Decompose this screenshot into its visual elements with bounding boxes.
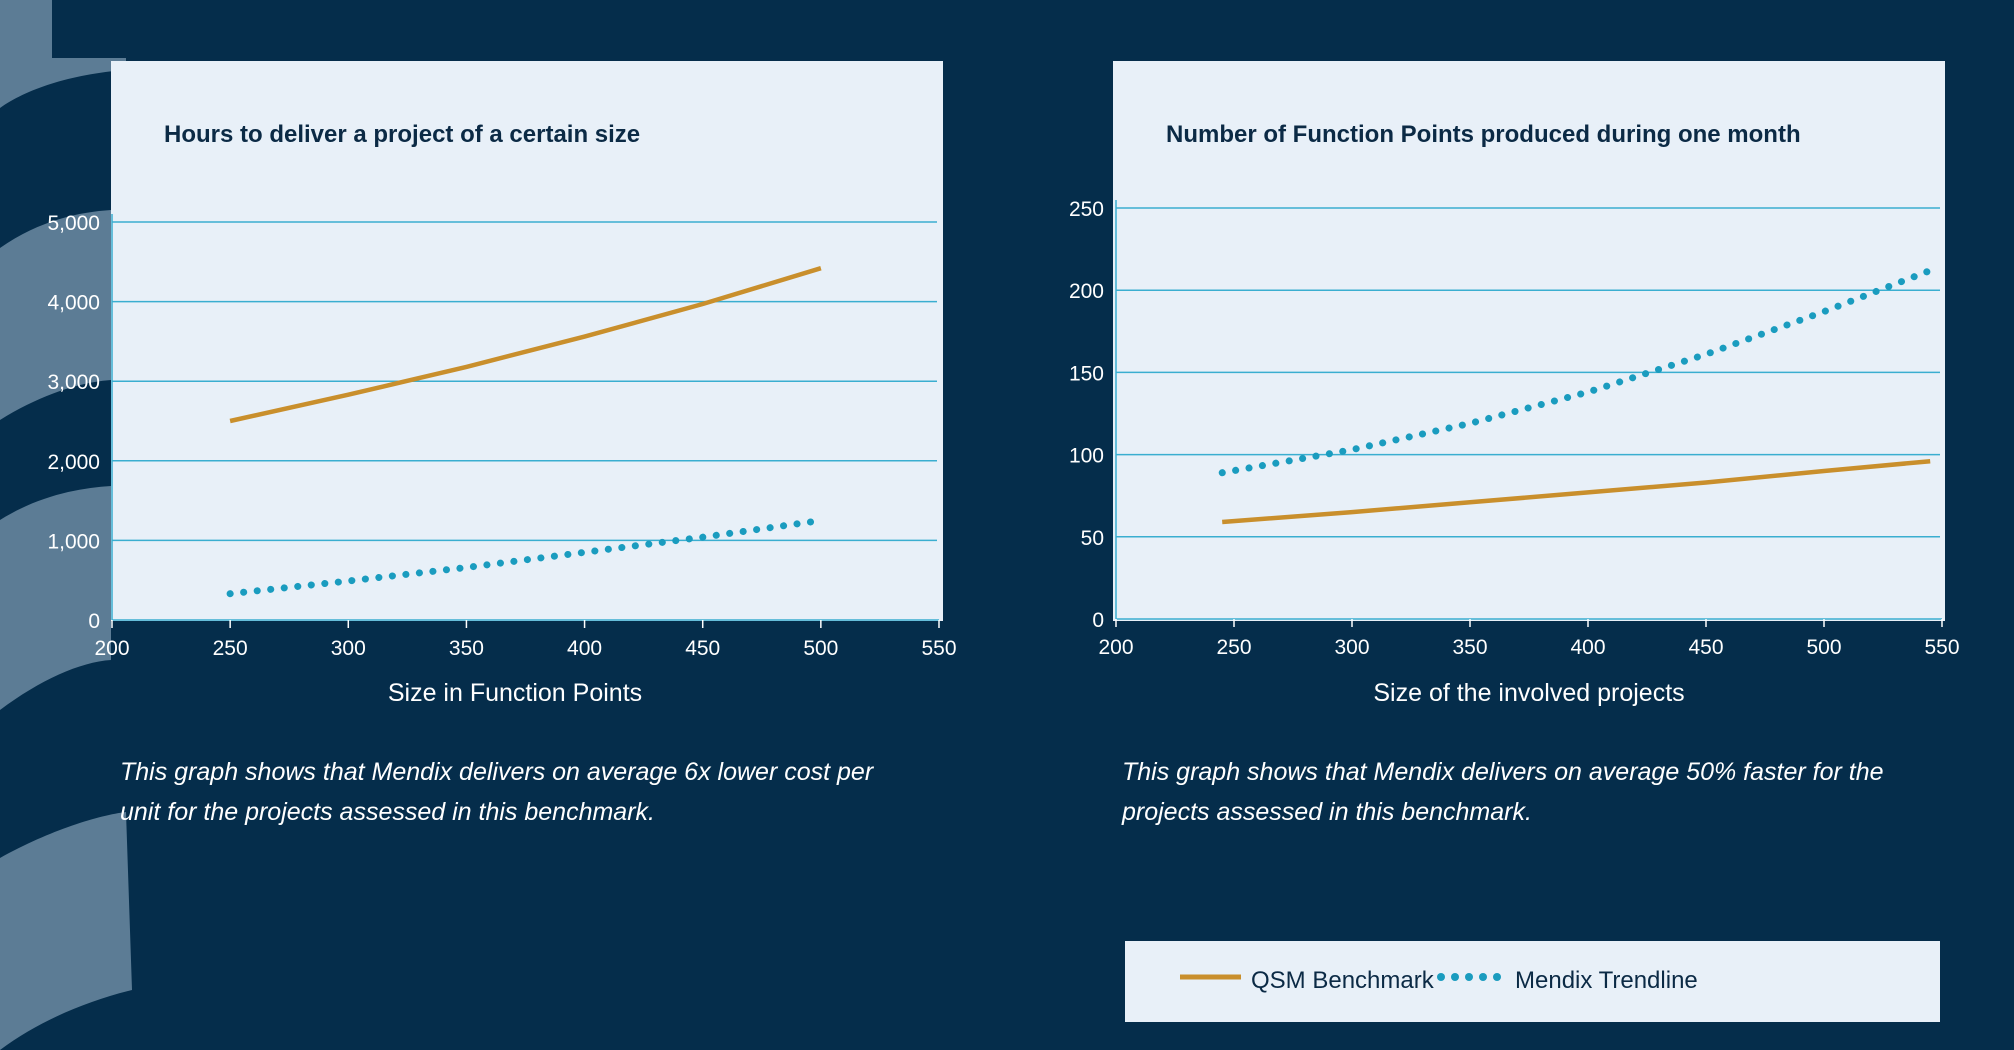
chart-fp-y-tick-label: 200 — [1069, 280, 1104, 303]
chart-hours-y-tick-label: 0 — [88, 610, 100, 633]
chart-fp-x-tick-label: 300 — [1334, 636, 1369, 659]
chart-fp-y-tick-label: 50 — [1081, 527, 1104, 550]
chart-hours-x-tick-label: 500 — [803, 637, 838, 660]
legend-label-mendix: Mendix Trendline — [1515, 967, 1698, 994]
chart-fp-series-mendix — [1218, 267, 1934, 477]
legend-swatch-mendix — [1437, 973, 1501, 981]
chart-fp-y-tick-label: 250 — [1069, 198, 1104, 221]
legend-swatches — [1180, 973, 1501, 981]
chart-hours: Hours to deliver a project of a certain … — [47, 121, 956, 707]
chart-hours-x-axis-label: Size in Function Points — [388, 679, 642, 707]
chart-hours-series-qsm — [229, 266, 822, 424]
chart-fp-x-tick-label: 500 — [1806, 636, 1841, 659]
chart-hours-y-tick-label: 2,000 — [47, 451, 100, 474]
chart-hours-y-tick-label: 5,000 — [47, 212, 100, 235]
chart-fp-y-tick-label: 150 — [1069, 362, 1104, 385]
legend-label-qsm: QSM Benchmark — [1251, 967, 1434, 994]
chart-hours-x-tick-label: 550 — [921, 637, 956, 660]
legend: QSM Benchmark Mendix Trendline — [1125, 941, 1940, 1022]
chart-hours-x-tick-label: 350 — [449, 637, 484, 660]
chart-hours-x-tick-label: 300 — [331, 637, 366, 660]
chart-hours-x-tick-label: 200 — [94, 637, 129, 660]
chart-hours-x-tick-label: 400 — [567, 637, 602, 660]
background-decoration — [0, 0, 132, 1050]
chart-fp-x-tick-label: 550 — [1924, 636, 1959, 659]
chart-hours-series-mendix — [226, 517, 825, 598]
chart-function-points: Number of Function Points produced durin… — [1069, 121, 1960, 707]
chart-hours-y-tick-label: 1,000 — [47, 530, 100, 553]
chart-fp-x-tick-label: 200 — [1098, 636, 1133, 659]
chart-fp-x-tick-label: 450 — [1688, 636, 1723, 659]
chart-fp-title: Number of Function Points produced durin… — [1166, 121, 1801, 148]
chart-fp-y-tick-label: 0 — [1092, 609, 1104, 632]
chart-fp-x-axis-label: Size of the involved projects — [1373, 679, 1684, 707]
chart-hours-caption: This graph shows that Mendix delivers on… — [120, 758, 874, 826]
chart-fp-x-tick-label: 250 — [1216, 636, 1251, 659]
chart-fp-y-tick-label: 100 — [1069, 445, 1104, 468]
chart-hours-x-tick-label: 250 — [213, 637, 248, 660]
chart-hours-panel — [111, 61, 943, 621]
chart-hours-x-tick-label: 450 — [685, 637, 720, 660]
chart-fp-series-qsm — [1222, 458, 1931, 525]
chart-hours-y-tick-label: 3,000 — [47, 371, 100, 394]
chart-function-points-panel — [1113, 61, 1945, 621]
chart-function-points-caption: This graph shows that Mendix delivers on… — [1122, 758, 1884, 826]
chart-fp-x-tick-label: 350 — [1452, 636, 1487, 659]
chart-hours-title: Hours to deliver a project of a certain … — [164, 121, 640, 148]
chart-fp-x-tick-label: 400 — [1570, 636, 1605, 659]
chart-hours-y-tick-label: 4,000 — [47, 292, 100, 315]
